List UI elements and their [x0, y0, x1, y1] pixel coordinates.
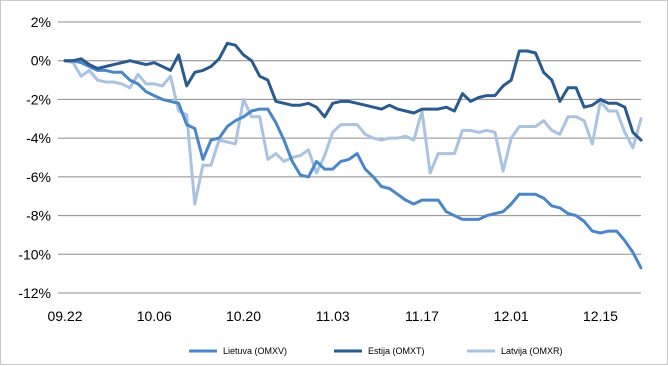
y-tick-label: -10%	[18, 246, 51, 262]
y-tick-label: -8%	[26, 208, 51, 224]
series-line-estija-omxt	[63, 41, 643, 142]
x-tick-label: 10.20	[226, 308, 261, 324]
series-line-lietuva-omxv	[63, 59, 643, 270]
x-tick-label: 10.06	[137, 308, 172, 324]
y-tick-label: -12%	[18, 285, 51, 301]
x-tick-label: 12.01	[494, 308, 529, 324]
gridlines	[58, 21, 641, 294]
y-tick-label: -6%	[26, 169, 51, 185]
x-tick-label: 12.15	[583, 308, 618, 324]
x-axis-ticks: 09.22 10.06 10.20 11.03 11.17 12.01 12.15	[47, 308, 618, 324]
y-tick-label: -4%	[26, 130, 51, 146]
series-line-latvija-omxr	[63, 59, 643, 206]
x-tick-label: 09.22	[47, 308, 82, 324]
legend-label: Latvija (OMXR)	[501, 346, 563, 356]
x-tick-label: 11.03	[316, 308, 350, 324]
legend-label: Estija (OMXT)	[368, 346, 425, 356]
legend: Lietuva (OMXV) Estija (OMXT) Latvija (OMXR…	[189, 346, 563, 356]
y-tick-label: 0%	[31, 53, 51, 69]
y-axis-ticks: 2% 0% -2% -4% -6% -8% -10% -12%	[18, 14, 51, 301]
series-lines	[63, 41, 643, 270]
y-tick-label: -2%	[26, 91, 51, 107]
x-tick-label: 11.17	[405, 308, 439, 324]
legend-label: Lietuva (OMXV)	[223, 346, 287, 356]
y-tick-label: 2%	[31, 14, 51, 30]
